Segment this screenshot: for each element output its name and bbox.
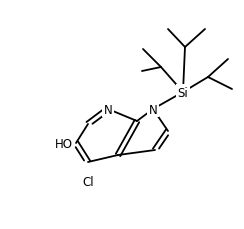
Text: N: N <box>104 103 112 116</box>
Text: N: N <box>149 103 157 116</box>
Text: Cl: Cl <box>82 175 94 188</box>
Text: Si: Si <box>178 86 188 99</box>
Text: HO: HO <box>55 137 73 150</box>
